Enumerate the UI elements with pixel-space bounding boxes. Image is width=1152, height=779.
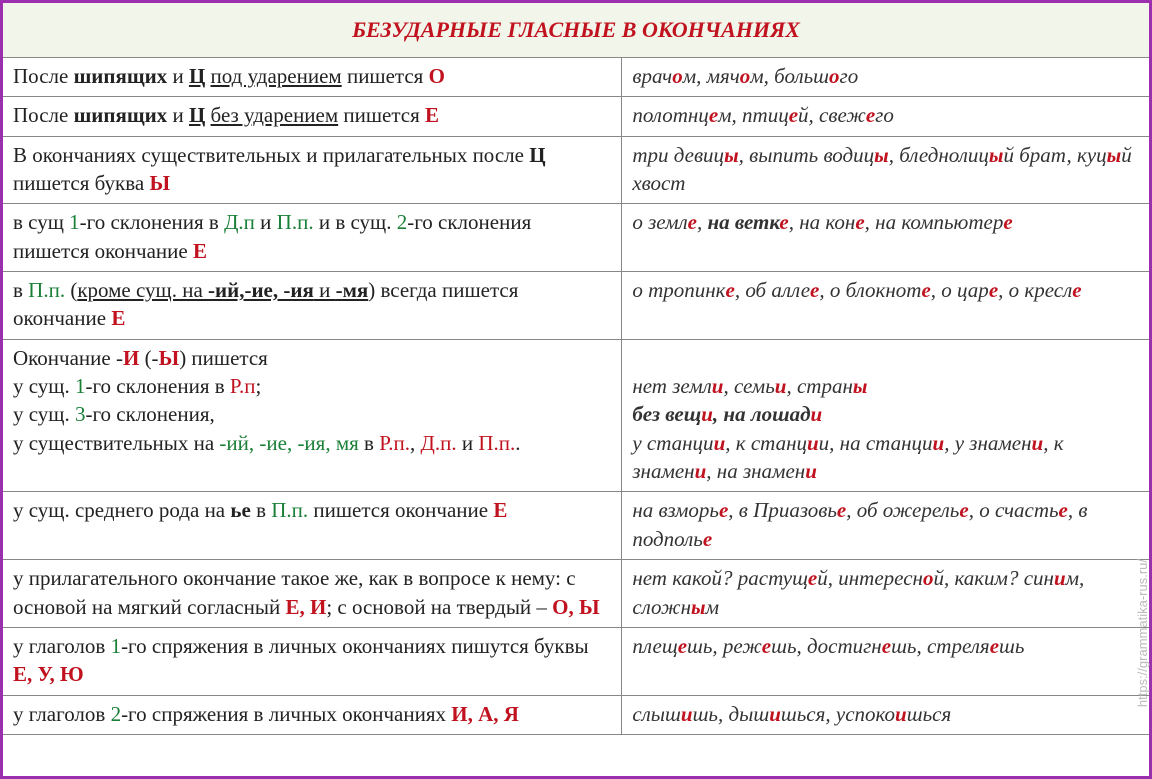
example-cell: три девицы, выпить водицы, бледнолицый б…	[622, 136, 1149, 204]
rule-cell: у глаголов 1-го спряжения в личных оконч…	[3, 627, 622, 695]
rule-cell: В окончаниях существительных и прилагате…	[3, 136, 622, 204]
example-cell: нет земли, семьи, страныбез вещи, на лош…	[622, 339, 1149, 492]
example-cell: на взморье, в Приазовье, об ожерелье, о …	[622, 492, 1149, 560]
example-cell: нет какой? растущей, интересной, каким? …	[622, 560, 1149, 628]
rule-cell: у прилагательного окончание такое же, ка…	[3, 560, 622, 628]
rules-table: После шипящих и Ц под ударением пишется …	[3, 58, 1149, 735]
rule-cell: у сущ. среднего рода на ье в П.п. пишетс…	[3, 492, 622, 560]
rule-cell: После шипящих и Ц под ударением пишется …	[3, 58, 622, 97]
example-cell: полотнцем, птицей, свежего	[622, 97, 1149, 136]
document-frame: БЕЗУДАРНЫЕ ГЛАСНЫЕ В ОКОНЧАНИЯХ После ши…	[0, 0, 1152, 779]
table-row: После шипящих и Ц под ударением пишется …	[3, 58, 1149, 97]
table-row: у глаголов 2-го спряжения в личных оконч…	[3, 695, 1149, 734]
table-row: у прилагательного окончание такое же, ка…	[3, 560, 1149, 628]
example-cell: о тропинке, об аллее, о блокноте, о царе…	[622, 272, 1149, 340]
example-cell: плещешь, режешь, достигнешь, стреляешь	[622, 627, 1149, 695]
rule-cell: После шипящих и Ц без ударением пишется …	[3, 97, 622, 136]
document-title: БЕЗУДАРНЫЕ ГЛАСНЫЕ В ОКОНЧАНИЯХ	[3, 3, 1149, 58]
table-row: в сущ 1-го склонения в Д.п и П.п. и в су…	[3, 204, 1149, 272]
example-cell: о земле, на ветке, на коне, на компьютер…	[622, 204, 1149, 272]
example-cell: слышишь, дышишься, успокоишься	[622, 695, 1149, 734]
rule-cell: в сущ 1-го склонения в Д.п и П.п. и в су…	[3, 204, 622, 272]
table-row: у глаголов 1-го спряжения в личных оконч…	[3, 627, 1149, 695]
table-row: в П.п. (кроме сущ. на -ий,-ие, -ия и -мя…	[3, 272, 1149, 340]
table-row: у сущ. среднего рода на ье в П.п. пишетс…	[3, 492, 1149, 560]
table-row: Окончание -И (-Ы) пишетсяу сущ. 1-го скл…	[3, 339, 1149, 492]
table-row: В окончаниях существительных и прилагате…	[3, 136, 1149, 204]
rule-cell: Окончание -И (-Ы) пишетсяу сущ. 1-го скл…	[3, 339, 622, 492]
rule-cell: у глаголов 2-го спряжения в личных оконч…	[3, 695, 622, 734]
table-row: После шипящих и Ц без ударением пишется …	[3, 97, 1149, 136]
example-cell: врачом, мячом, большого	[622, 58, 1149, 97]
watermark-text: https://grammatika-rus.ru/	[1135, 559, 1150, 707]
rule-cell: в П.п. (кроме сущ. на -ий,-ие, -ия и -мя…	[3, 272, 622, 340]
